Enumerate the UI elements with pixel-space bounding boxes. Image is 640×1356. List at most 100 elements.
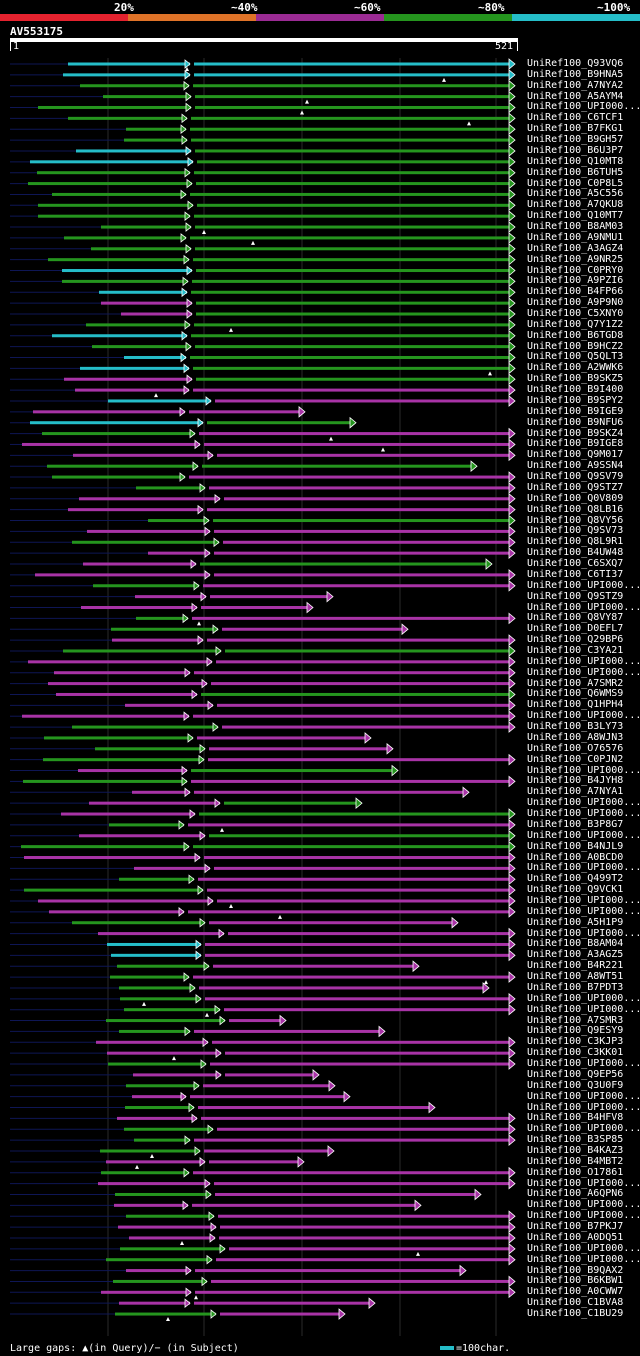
hit-id-link[interactable]: UniRef100_B3SP85 (527, 1134, 624, 1146)
hit-id-link[interactable]: UniRef100_Q3U0F9 (527, 1079, 624, 1091)
hit-id-link[interactable]: UniRef100_B6TGD8 (527, 329, 624, 341)
hit-id-link[interactable]: UniRef100_UPI000... (527, 1177, 640, 1189)
hit-id-link[interactable]: UniRef100_UPI000... (527, 1210, 640, 1222)
hit-id-link[interactable]: UniRef100_B9SKZ4 (527, 427, 624, 439)
hit-id-link[interactable]: UniRef100_Q9EP56 (527, 1068, 624, 1080)
hit-id-link[interactable]: UniRef100_A9NMU1 (527, 231, 624, 243)
hit-id-link[interactable]: UniRef100_B4HFV8 (527, 1112, 624, 1124)
hit-id-link[interactable]: UniRef100_C6SXQ7 (527, 558, 624, 570)
hit-id-link[interactable]: UniRef100_UPI000... (527, 1253, 640, 1265)
hit-id-link[interactable]: UniRef100_Q0V809 (527, 492, 624, 504)
hit-id-link[interactable]: UniRef100_A7NYA1 (527, 786, 624, 798)
hit-id-link[interactable]: UniRef100_B3LY73 (527, 721, 624, 733)
hit-id-link[interactable]: UniRef100_C1BU29 (527, 1308, 624, 1320)
hit-id-link[interactable]: UniRef100_UPI000... (527, 992, 640, 1004)
hit-id-link[interactable]: UniRef100_B9GH57 (527, 134, 624, 146)
hit-id-link[interactable]: UniRef100_UPI000... (527, 666, 640, 678)
hit-id-link[interactable]: UniRef100_A3AGZ4 (527, 242, 624, 254)
hit-id-link[interactable]: UniRef100_B6TUH5 (527, 166, 624, 178)
hit-id-link[interactable]: UniRef100_UPI000... (527, 905, 640, 917)
hit-id-link[interactable]: UniRef100_UPI000... (527, 579, 640, 591)
hit-id-link[interactable]: UniRef100_Q8L9R1 (527, 536, 624, 548)
hit-id-link[interactable]: UniRef100_UPI000... (527, 1101, 640, 1113)
hit-id-link[interactable]: UniRef100_UPI000... (527, 764, 640, 776)
hit-id-link[interactable]: UniRef100_C3KJP3 (527, 1036, 624, 1048)
hit-id-link[interactable]: UniRef100_Q9VCK1 (527, 884, 624, 896)
hit-id-link[interactable]: UniRef100_Q5QLT3 (527, 351, 624, 363)
hit-id-link[interactable]: UniRef100_Q499T2 (527, 873, 624, 885)
hit-id-link[interactable]: UniRef100_UPI000... (527, 655, 640, 667)
hit-id-link[interactable]: UniRef100_A2WWK6 (527, 362, 624, 374)
hit-id-link[interactable]: UniRef100_B9IGE9 (527, 405, 624, 417)
hit-id-link[interactable]: UniRef100_C0PRY0 (527, 264, 624, 276)
hit-id-link[interactable]: UniRef100_C1BVA8 (527, 1297, 624, 1309)
hit-id-link[interactable]: UniRef100_UPI000... (527, 1242, 640, 1254)
hit-id-link[interactable]: UniRef100_UPI000... (527, 862, 640, 874)
hit-id-link[interactable]: UniRef100_Q93VQ6 (527, 58, 624, 69)
hit-id-link[interactable]: UniRef100_O17861 (527, 1166, 624, 1178)
hit-id-link[interactable]: UniRef100_B4JYH8 (527, 775, 624, 787)
hit-id-link[interactable]: UniRef100_UPI000... (527, 808, 640, 820)
hit-id-link[interactable]: UniRef100_C6TCF1 (527, 112, 624, 124)
hit-id-link[interactable]: UniRef100_Q8VY87 (527, 612, 624, 624)
hit-id-link[interactable]: UniRef100_C3YA21 (527, 644, 624, 656)
hit-id-link[interactable]: UniRef100_D0EFL7 (527, 623, 624, 635)
hit-id-link[interactable]: UniRef100_A0DQ51 (527, 1231, 624, 1243)
hit-id-link[interactable]: UniRef100_B7PDT3 (527, 981, 624, 993)
hit-id-link[interactable]: UniRef100_UPI000... (527, 601, 640, 613)
hit-id-link[interactable]: UniRef100_Q1HPH4 (527, 699, 624, 711)
hit-id-link[interactable]: UniRef100_A8WT51 (527, 971, 624, 983)
hit-id-link[interactable]: UniRef100_A9SSN4 (527, 460, 624, 472)
hit-id-link[interactable]: UniRef100_A0BCD0 (527, 851, 624, 863)
hit-id-link[interactable]: UniRef100_A9PZI6 (527, 275, 624, 287)
hit-id-link[interactable]: UniRef100_Q9SV79 (527, 471, 624, 483)
hit-id-link[interactable]: UniRef100_A7SMR2 (527, 677, 624, 689)
hit-id-link[interactable]: UniRef100_B7FKG1 (527, 123, 624, 135)
hit-id-link[interactable]: UniRef100_B9HCZ2 (527, 340, 624, 352)
hit-id-link[interactable]: UniRef100_B9QAX2 (527, 1264, 624, 1276)
hit-id-link[interactable]: UniRef100_B3P8G7 (527, 818, 624, 830)
hit-id-link[interactable]: UniRef100_Q29BP6 (527, 634, 624, 646)
hit-id-link[interactable]: UniRef100_UPI000... (527, 101, 640, 113)
hit-id-link[interactable]: UniRef100_UPI000... (527, 927, 640, 939)
hit-id-link[interactable]: UniRef100_Q9M017 (527, 449, 624, 461)
hit-id-link[interactable]: UniRef100_B4R221 (527, 960, 624, 972)
hit-id-link[interactable]: UniRef100_UPI000... (527, 1003, 640, 1015)
hit-id-link[interactable]: UniRef100_B9SKZ5 (527, 373, 624, 385)
hit-id-link[interactable]: UniRef100_A0CWW7 (527, 1286, 624, 1298)
hit-id-link[interactable]: UniRef100_UPI000... (527, 829, 640, 841)
hit-id-link[interactable]: UniRef100_B4NJL9 (527, 840, 624, 852)
hit-id-link[interactable]: UniRef100_UPI000... (527, 797, 640, 809)
hit-id-link[interactable]: UniRef100_B8AM04 (527, 938, 624, 950)
hit-id-link[interactable]: UniRef100_Q9SV73 (527, 525, 624, 537)
hit-id-link[interactable]: UniRef100_Q9ESY9 (527, 1025, 624, 1037)
hit-id-link[interactable]: UniRef100_A6QPN6 (527, 1188, 624, 1200)
hit-id-link[interactable]: UniRef100_A9NR25 (527, 253, 624, 265)
hit-id-link[interactable]: UniRef100_B9SPY2 (527, 394, 624, 406)
hit-id-link[interactable]: UniRef100_A8WJN3 (527, 731, 624, 743)
hit-id-link[interactable]: UniRef100_C5XNY0 (527, 308, 624, 319)
hit-id-link[interactable]: UniRef100_UPI000... (527, 1123, 640, 1135)
hit-id-link[interactable]: UniRef100_C0PJN2 (527, 753, 624, 765)
hit-id-link[interactable]: UniRef100_UPI000... (527, 894, 640, 906)
hit-id-link[interactable]: UniRef100_Q9STZ7 (527, 481, 624, 493)
hit-id-link[interactable]: UniRef100_B4KAZ3 (527, 1145, 624, 1156)
hit-id-link[interactable]: UniRef100_A5AYM4 (527, 90, 624, 102)
hit-id-link[interactable]: UniRef100_A5C556 (527, 188, 624, 200)
hit-id-link[interactable]: UniRef100_A9P9N0 (527, 297, 624, 309)
hit-id-link[interactable]: UniRef100_A7SMR3 (527, 1014, 624, 1026)
hit-id-link[interactable]: UniRef100_UPI000... (527, 1090, 640, 1102)
hit-id-link[interactable]: UniRef100_A3AGZ5 (527, 949, 624, 961)
hit-id-link[interactable]: UniRef100_Q10MT7 (527, 210, 624, 222)
hit-id-link[interactable]: UniRef100_B4MBT2 (527, 1155, 624, 1167)
hit-id-link[interactable]: UniRef100_C6TI37 (527, 568, 624, 580)
hit-id-link[interactable]: UniRef100_UPI000... (527, 1058, 640, 1070)
hit-id-link[interactable]: UniRef100_B6KBW1 (527, 1275, 624, 1287)
hit-id-link[interactable]: UniRef100_Q6WMS9 (527, 688, 624, 700)
hit-id-link[interactable]: UniRef100_Q8LB16 (527, 503, 624, 515)
hit-id-link[interactable]: UniRef100_UPI000... (527, 1199, 640, 1211)
hit-id-link[interactable]: UniRef100_A7QKU8 (527, 199, 624, 211)
hit-id-link[interactable]: UniRef100_B9I400 (527, 384, 624, 396)
hit-id-link[interactable]: UniRef100_Q9STZ9 (527, 590, 624, 602)
hit-id-link[interactable]: UniRef100_B4FP66 (527, 286, 624, 298)
